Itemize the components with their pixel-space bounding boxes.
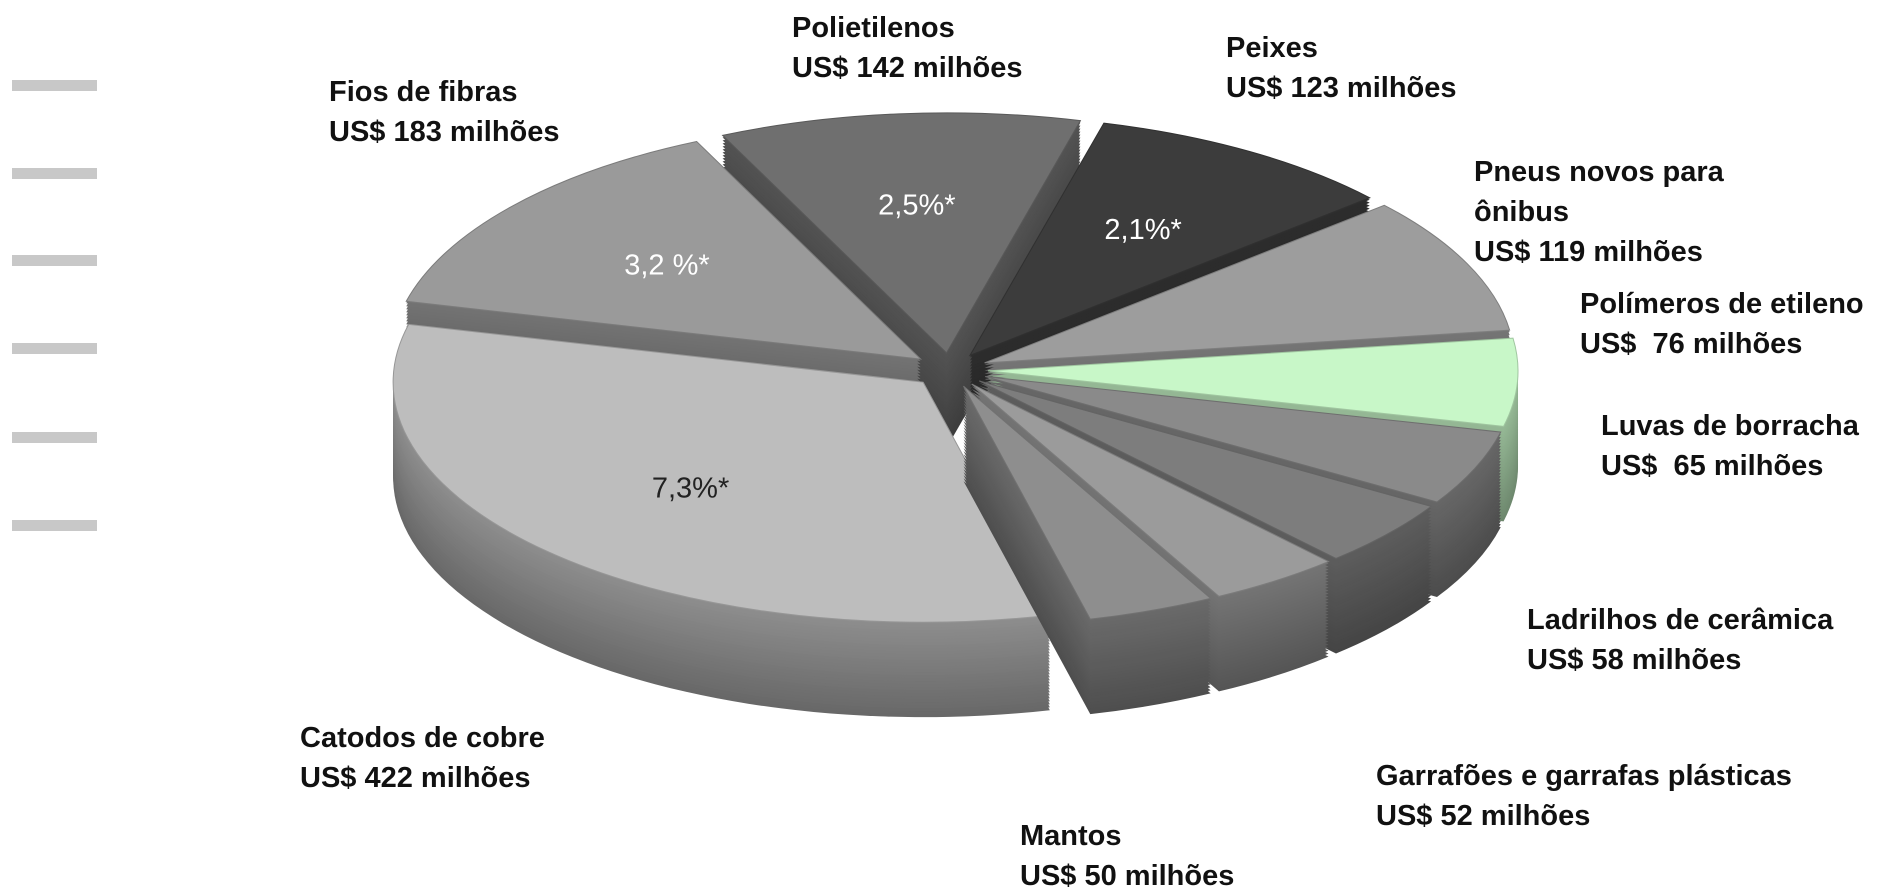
slice-top [392,323,1051,623]
percent-label: 7,3%* [652,472,729,504]
decor-bar [12,432,97,443]
decor-bar [12,80,97,91]
decor-bar [12,168,97,179]
decor-bar [12,343,97,354]
category-label: Polietilenos US$ 142 milhões [792,8,1023,88]
category-name: Peixes [1226,32,1318,64]
value-label: US$ 422 milhões [300,762,531,794]
category-name: Pneus novos para ônibus [1474,156,1724,228]
category-name: Ladrilhos de cerâmica [1527,604,1834,636]
category-label: Garrafões e garrafas plásticas US$ 52 mil… [1376,756,1792,836]
category-name: Fios de fibras [329,76,518,108]
slice-top [963,385,1212,620]
slice-top [968,122,1371,357]
slice-top [987,337,1519,427]
category-name: Polímeros de etileno [1580,288,1864,320]
value-label: US$ 142 milhões [792,52,1023,84]
slice-top [984,376,1502,503]
percent-label: 2,1%* [1104,214,1181,246]
category-name: Garrafões e garrafas plásticas [1376,760,1792,792]
side-decoration [12,80,97,531]
category-label: Catodos de cobre US$ 422 milhões [300,718,545,798]
category-label: Ladrilhos de cerâmica US$ 58 milhões [1527,600,1833,680]
value-label: US$ 119 milhões [1474,236,1703,268]
slice [392,323,1051,718]
value-label: US$ 65 milhões [1601,450,1824,482]
slice-top [971,383,1330,597]
category-label: Luvas de borracha US$ 65 milhões [1601,406,1859,486]
value-label: US$ 50 milhões [1020,860,1235,892]
decor-bar [12,255,97,266]
value-label: US$ 123 milhões [1226,72,1457,104]
slice-top [979,380,1433,560]
category-name: Luvas de borracha [1601,410,1859,442]
value-label: US$ 52 milhões [1376,800,1591,832]
category-label: Peixes US$ 123 milhões [1226,28,1457,108]
percent-label: 2,5%* [878,190,955,222]
slice-top [721,112,1082,354]
decor-bar [12,520,97,531]
category-label: Fios de fibras US$ 183 milhões [329,72,560,152]
slice [963,385,1212,715]
slice-top [984,204,1511,364]
slice-top [405,141,923,360]
category-label: Polímeros de etileno US$ 76 milhões [1580,284,1864,364]
value-label: US$ 76 milhões [1580,328,1803,360]
value-label: US$ 183 milhões [329,116,560,148]
category-name: Polietilenos [792,12,955,44]
category-label: Pneus novos para ônibus US$ 119 milhões [1474,152,1764,272]
category-name: Catodos de cobre [300,722,545,754]
category-name: Mantos [1020,820,1122,852]
value-label: US$ 58 milhões [1527,644,1742,676]
percent-label: 3,2 %* [624,249,709,281]
category-label: Mantos US$ 50 milhões [1020,816,1234,896]
slice [721,112,1082,448]
